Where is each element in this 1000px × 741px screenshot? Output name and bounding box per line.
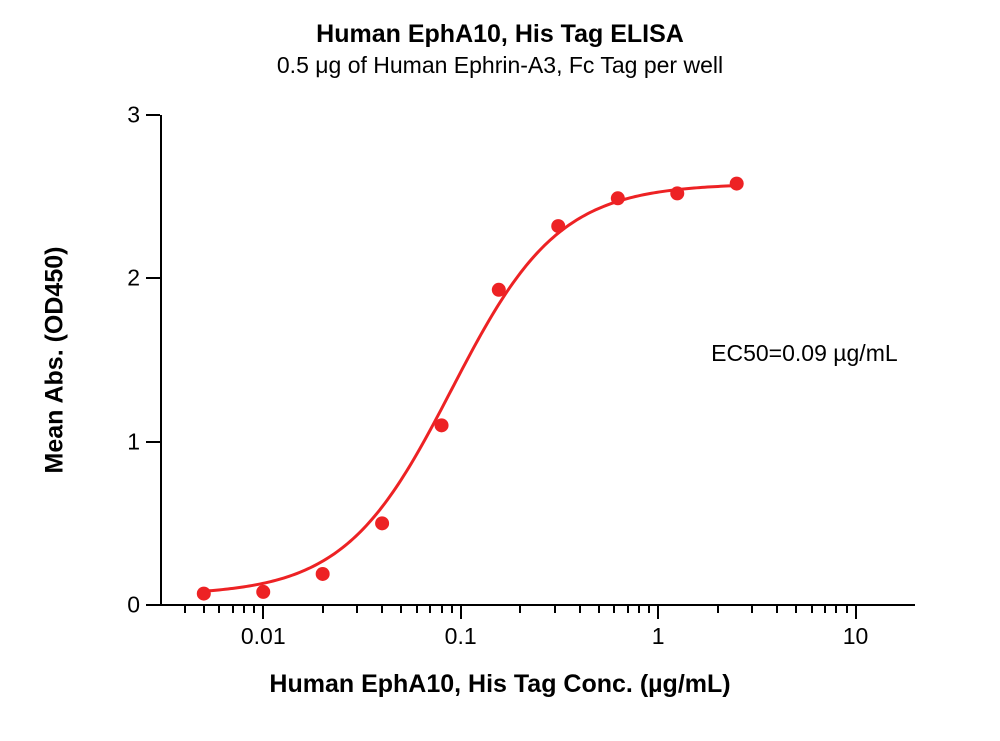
ec50-annotation: EC50=0.09 µg/mL xyxy=(711,340,898,367)
chart-subtitle: 0.5 μg of Human Ephrin-A3, Fc Tag per we… xyxy=(0,52,1000,79)
plot-area: 0.010.11100123EC50=0.09 µg/mL xyxy=(160,115,915,605)
x-minor-tick xyxy=(811,605,813,613)
x-minor-tick xyxy=(776,605,778,613)
x-minor-tick xyxy=(218,605,220,613)
x-minor-tick xyxy=(381,605,383,613)
x-minor-tick xyxy=(232,605,234,613)
x-minor-tick xyxy=(627,605,629,613)
x-minor-tick xyxy=(253,605,255,613)
y-tick-label: 3 xyxy=(127,102,160,129)
x-minor-tick xyxy=(184,605,186,613)
x-tick-label: 0.01 xyxy=(241,605,286,650)
x-minor-tick xyxy=(441,605,443,613)
y-tick-label: 1 xyxy=(127,428,160,455)
x-tick-label: 0.1 xyxy=(445,605,477,650)
y-axis-label: Mean Abs. (OD450) xyxy=(41,247,70,474)
x-minor-tick xyxy=(203,605,205,613)
data-point xyxy=(435,418,449,432)
data-point xyxy=(316,567,330,581)
x-minor-tick xyxy=(795,605,797,613)
x-minor-tick xyxy=(519,605,521,613)
x-minor-tick xyxy=(400,605,402,613)
x-minor-tick xyxy=(451,605,453,613)
y-tick-label: 0 xyxy=(127,592,160,619)
data-point xyxy=(256,585,270,599)
data-point xyxy=(492,283,506,297)
x-minor-tick xyxy=(638,605,640,613)
x-minor-tick xyxy=(613,605,615,613)
x-tick-label: 1 xyxy=(652,605,665,650)
x-minor-tick xyxy=(322,605,324,613)
data-point xyxy=(551,219,565,233)
x-minor-tick xyxy=(835,605,837,613)
data-point xyxy=(611,191,625,205)
x-minor-tick xyxy=(416,605,418,613)
x-minor-tick xyxy=(751,605,753,613)
x-minor-tick xyxy=(356,605,358,613)
x-minor-tick xyxy=(429,605,431,613)
x-minor-tick xyxy=(598,605,600,613)
data-point xyxy=(730,177,744,191)
chart-container: Human EphA10, His Tag ELISA 0.5 μg of Hu… xyxy=(0,0,1000,741)
x-minor-tick xyxy=(554,605,556,613)
data-point xyxy=(375,516,389,530)
data-point xyxy=(197,587,211,601)
y-tick-label: 2 xyxy=(127,265,160,292)
x-minor-tick xyxy=(824,605,826,613)
x-minor-tick xyxy=(717,605,719,613)
x-minor-tick xyxy=(648,605,650,613)
chart-title: Human EphA10, His Tag ELISA xyxy=(0,20,1000,49)
x-minor-tick xyxy=(243,605,245,613)
data-point xyxy=(670,186,684,200)
fit-line xyxy=(204,186,737,592)
x-minor-tick xyxy=(579,605,581,613)
x-axis-label: Human EphA10, His Tag Conc. (µg/mL) xyxy=(0,670,1000,699)
x-minor-tick xyxy=(846,605,848,613)
